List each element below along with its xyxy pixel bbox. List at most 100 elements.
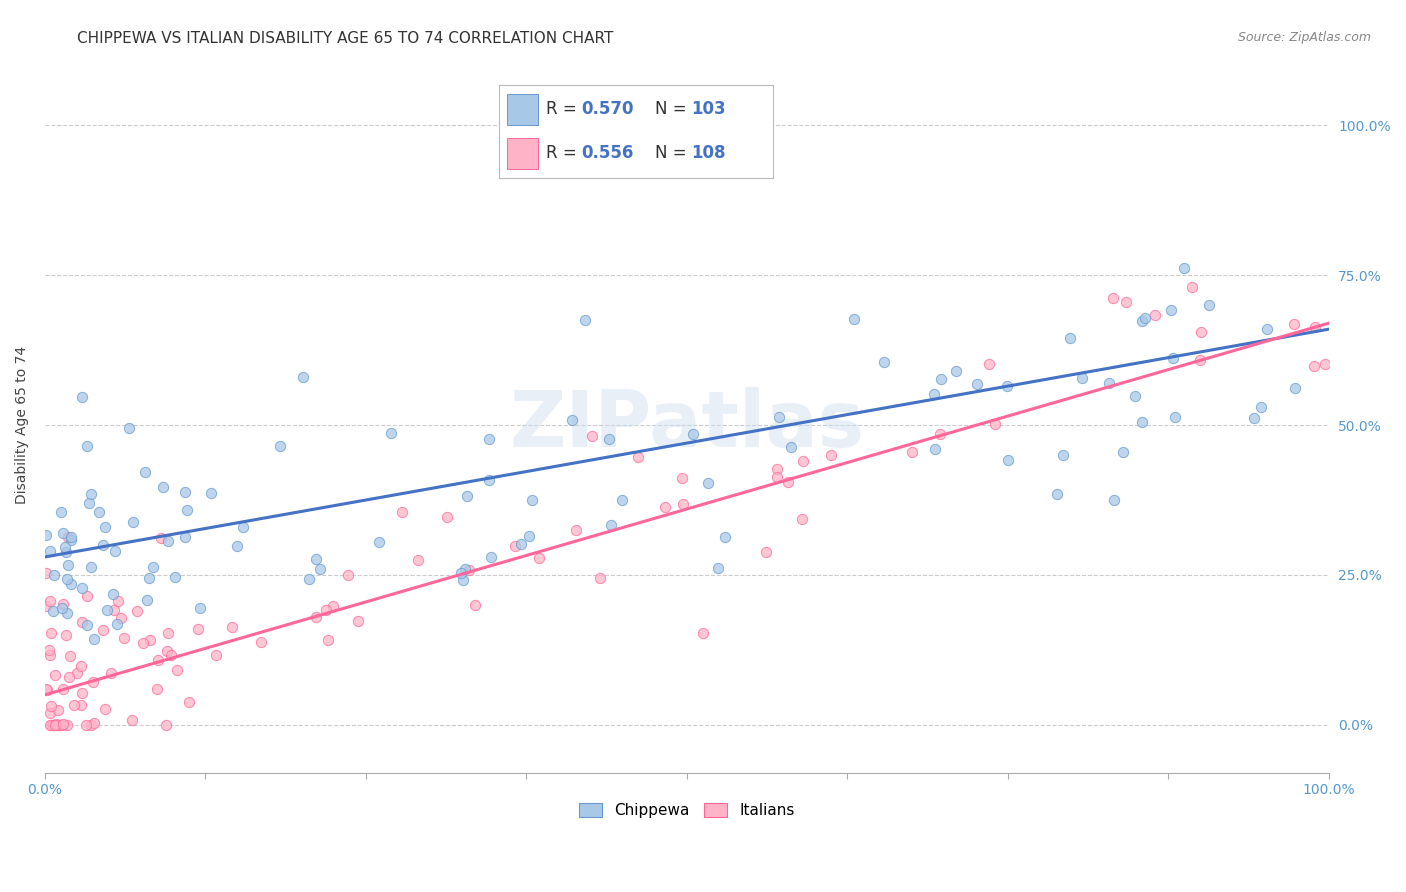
Point [152, 481, 174, 495]
Point [451, 573, 474, 587]
Point [458, 563, 481, 577]
Point [305, 610, 328, 624]
Point [39, 706, 62, 720]
Point [59, 648, 82, 663]
Point [780, 440, 803, 454]
Point [146, 653, 169, 667]
Point [316, 632, 339, 647]
Point [221, 620, 243, 634]
Point [1282, 318, 1305, 332]
Point [589, 571, 612, 585]
Point [39, 718, 62, 732]
Point [35, 599, 58, 613]
Point [156, 644, 179, 658]
Point [48, 718, 70, 732]
Point [173, 530, 195, 544]
Point [83, 632, 105, 647]
Point [901, 445, 924, 459]
Point [1133, 310, 1156, 325]
Point [59, 533, 82, 548]
Point [45, 718, 67, 732]
Text: R =: R = [546, 145, 582, 162]
Point [1180, 280, 1202, 294]
Point [581, 429, 603, 443]
Point [83, 715, 105, 730]
Point [42, 568, 65, 582]
Point [146, 681, 169, 696]
Point [305, 552, 328, 566]
Point [52, 682, 75, 697]
Point [1115, 295, 1137, 310]
Point [1144, 308, 1167, 322]
Point [298, 572, 321, 586]
Point [80, 487, 103, 501]
Point [1123, 389, 1146, 403]
Point [46, 702, 69, 716]
Point [52, 597, 75, 611]
Point [1052, 448, 1074, 462]
Point [41, 604, 63, 618]
Point [118, 421, 141, 435]
Point [56, 718, 79, 732]
Point [52, 525, 75, 540]
Point [922, 387, 945, 401]
Point [112, 632, 135, 646]
Point [755, 544, 778, 558]
Point [58, 670, 80, 684]
Point [456, 489, 478, 503]
Point [225, 539, 247, 553]
Point [322, 599, 344, 613]
Point [70, 390, 93, 404]
Point [87, 505, 110, 519]
Point [464, 598, 486, 612]
Point [159, 648, 181, 663]
Point [1102, 291, 1125, 305]
Point [1112, 445, 1135, 459]
Point [52, 717, 75, 731]
Point [163, 570, 186, 584]
Point [1059, 331, 1081, 345]
Point [70, 659, 93, 673]
Point [995, 379, 1018, 393]
Point [138, 632, 160, 647]
Point [141, 560, 163, 574]
Point [127, 604, 149, 618]
Point [79, 495, 101, 509]
Point [205, 648, 228, 663]
Point [44, 718, 66, 732]
Point [53, 541, 76, 555]
Point [1070, 371, 1092, 385]
Point [35, 566, 58, 580]
Point [72, 686, 94, 700]
Point [56, 558, 79, 573]
Point [80, 560, 103, 574]
Point [692, 625, 714, 640]
Point [672, 497, 695, 511]
Point [520, 493, 543, 508]
Point [368, 535, 391, 549]
Point [200, 485, 222, 500]
Point [157, 626, 180, 640]
Point [39, 544, 62, 558]
Point [132, 635, 155, 649]
Point [792, 453, 814, 467]
Point [70, 698, 93, 712]
Point [107, 594, 129, 608]
Point [1173, 261, 1195, 276]
Point [527, 551, 550, 566]
Point [346, 614, 368, 628]
Point [38, 648, 60, 663]
Point [454, 562, 477, 576]
Point [232, 519, 254, 533]
Point [450, 566, 472, 581]
Point [792, 512, 814, 526]
Point [1256, 322, 1278, 336]
Point [44, 718, 66, 732]
Point [134, 465, 156, 479]
Point [1046, 487, 1069, 501]
Point [59, 577, 82, 591]
Text: 103: 103 [692, 100, 725, 118]
Text: R =: R = [546, 100, 582, 118]
Bar [508, 138, 537, 169]
Point [714, 530, 737, 544]
